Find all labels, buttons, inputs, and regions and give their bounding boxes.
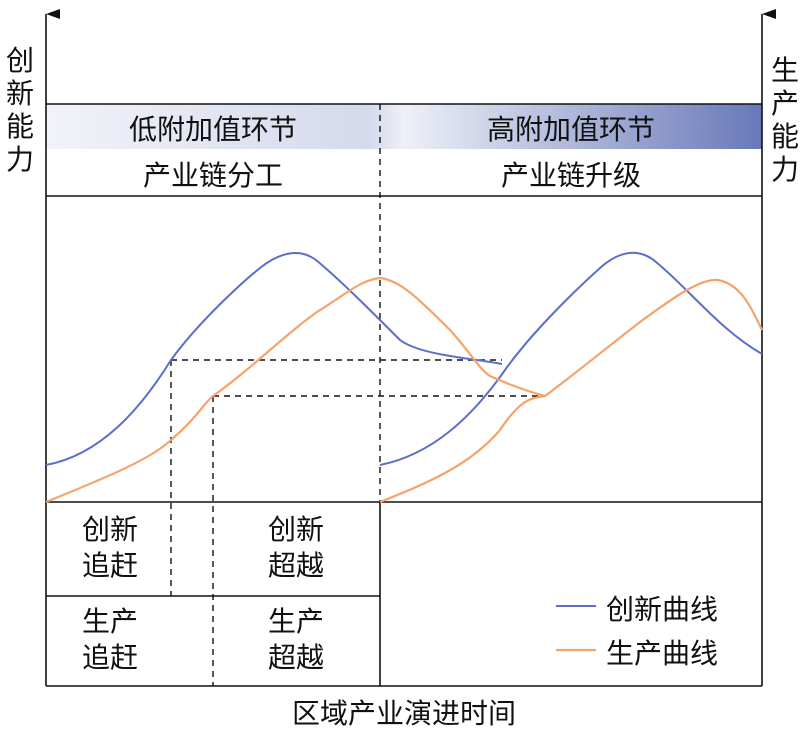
- innovation-curve-1: [45, 252, 503, 466]
- upgrade-stage-label: 产业链升级: [500, 159, 641, 192]
- frame: [45, 9, 776, 687]
- header-band: [46, 104, 762, 149]
- innovation-surpass-label: 创新 超越: [267, 513, 324, 582]
- legend-production-label: 生产曲线: [606, 637, 719, 670]
- low-value-band-label: 低附加值环节: [128, 113, 297, 146]
- legend-innovation-label: 创新曲线: [606, 593, 719, 626]
- production-curve-1: [45, 276, 546, 504]
- left-axis-label: 创新能力: [5, 44, 34, 176]
- division-stage-label: 产业链分工: [142, 159, 283, 192]
- right-axis-label: 生产能力: [770, 54, 799, 186]
- x-axis-label: 区域产业演进时间: [291, 697, 516, 730]
- innovation-catchup-label: 创新 追赶: [81, 513, 138, 582]
- high-value-band-label: 高附加值环节: [486, 113, 655, 146]
- dashed-guides: [170, 104, 545, 686]
- production-surpass-label: 生产 超越: [267, 605, 324, 674]
- production-curve-2: [379, 278, 763, 504]
- innovation-curve-2: [379, 251, 763, 466]
- production-catchup-label: 生产 追赶: [81, 605, 138, 674]
